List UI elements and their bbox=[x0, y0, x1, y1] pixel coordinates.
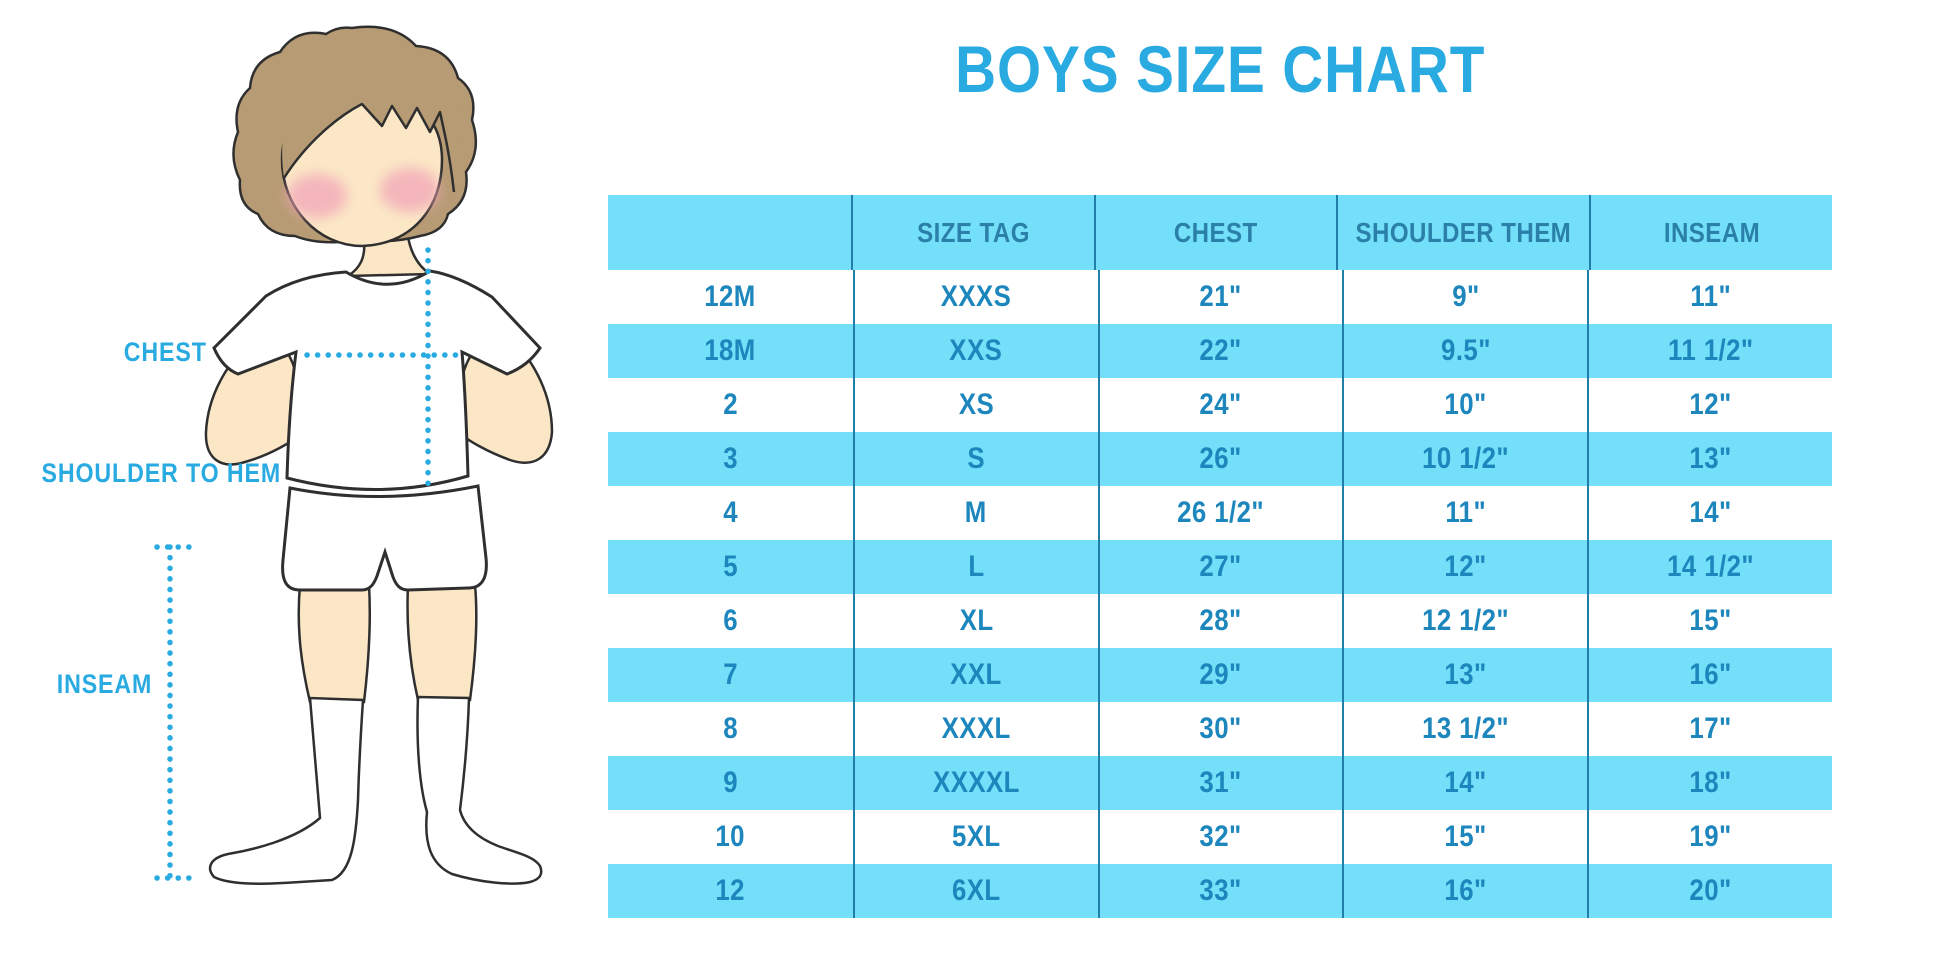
cell-chest: 22" bbox=[1097, 324, 1343, 378]
cell-inseam: 14" bbox=[1587, 486, 1832, 540]
cell-size-tag: XXXS bbox=[852, 270, 1098, 324]
cell-chest: 31" bbox=[1097, 756, 1343, 810]
cell-chest: 26" bbox=[1097, 432, 1343, 486]
table-row: 12M XXXS 21" 9" 11" bbox=[608, 270, 1832, 324]
cell-chest: 29" bbox=[1097, 648, 1343, 702]
inseam-measure-line bbox=[154, 544, 194, 881]
cell-inseam: 16" bbox=[1587, 648, 1832, 702]
cell-size-tag: M bbox=[852, 486, 1098, 540]
table-header-row: SIZE TAG CHEST SHOULDER THEM INSEAM bbox=[608, 195, 1832, 270]
cell-inseam: 11" bbox=[1587, 270, 1832, 324]
socks bbox=[208, 695, 543, 885]
shoulder-to-hem-label: SHOULDER TO HEM bbox=[41, 458, 282, 488]
cell-size: 5 bbox=[723, 550, 738, 583]
cell-size-tag: L bbox=[852, 540, 1098, 594]
cell-size: 12M bbox=[704, 280, 757, 313]
cell-shoulder-them: 12 1/2" bbox=[1342, 594, 1587, 648]
cell-size: 4 bbox=[723, 496, 738, 529]
table-row: 10 5XL 32" 15" 19" bbox=[608, 810, 1832, 864]
cell-inseam: 20" bbox=[1587, 864, 1832, 918]
cell-inseam: 17" bbox=[1587, 702, 1832, 756]
page-title: BOYS SIZE CHART bbox=[954, 32, 1486, 106]
cell-shoulder-them: 13" bbox=[1342, 648, 1587, 702]
cell-size-tag: XS bbox=[852, 378, 1098, 432]
cell-inseam: 11 1/2" bbox=[1587, 324, 1832, 378]
table-row: 6 XL 28" 12 1/2" 15" bbox=[608, 594, 1832, 648]
table-row: 12 6XL 33" 16" 20" bbox=[608, 864, 1832, 918]
legs bbox=[297, 583, 478, 704]
hair-fringe-outline bbox=[282, 102, 456, 193]
cell-size-tag: XXXL bbox=[852, 702, 1098, 756]
cell-size-tag: S bbox=[852, 432, 1098, 486]
cell-size: 2 bbox=[723, 388, 738, 421]
table-row: 8 XXXL 30" 13 1/2" 17" bbox=[608, 702, 1832, 756]
t-shirt bbox=[212, 269, 542, 491]
table-row: 4 M 26 1/2" 11" 14" bbox=[608, 486, 1832, 540]
header-cell-size bbox=[608, 195, 851, 270]
cell-size-tag: 5XL bbox=[852, 810, 1098, 864]
table-row: 18M XXS 22" 9.5" 11 1/2" bbox=[608, 324, 1832, 378]
cheeks bbox=[287, 168, 440, 218]
cell-size-tag: XXL bbox=[852, 648, 1098, 702]
cell-size: 3 bbox=[723, 442, 738, 475]
hair-fringe bbox=[282, 74, 462, 192]
cell-inseam: 12" bbox=[1587, 378, 1832, 432]
cell-shoulder-them: 15" bbox=[1342, 810, 1587, 864]
cell-inseam: 18" bbox=[1587, 756, 1832, 810]
cell-shoulder-them: 16" bbox=[1342, 864, 1587, 918]
cell-shoulder-them: 14" bbox=[1342, 756, 1587, 810]
cell-shoulder-them: 9.5" bbox=[1342, 324, 1587, 378]
cell-chest: 32" bbox=[1097, 810, 1343, 864]
cell-chest: 28" bbox=[1097, 594, 1343, 648]
cell-shoulder-them: 12" bbox=[1342, 540, 1587, 594]
cell-size-tag: XL bbox=[852, 594, 1098, 648]
size-table: SIZE TAG CHEST SHOULDER THEM INSEAM 12M … bbox=[608, 195, 1832, 918]
table-body: 12M XXXS 21" 9" 11" 18M XXS 22" 9.5" 11 … bbox=[608, 270, 1832, 918]
cell-shoulder-them: 10" bbox=[1342, 378, 1587, 432]
cell-size-tag: XXXXL bbox=[852, 756, 1098, 810]
cell-size: 12 bbox=[715, 874, 746, 907]
cell-size-tag: XXS bbox=[852, 324, 1098, 378]
header-cell-chest: CHEST bbox=[1093, 195, 1337, 270]
cell-shoulder-them: 9" bbox=[1342, 270, 1587, 324]
header-cell-inseam: INSEAM bbox=[1589, 195, 1832, 270]
cell-size: 10 bbox=[715, 820, 746, 853]
cell-shoulder-them: 13 1/2" bbox=[1342, 702, 1587, 756]
cell-inseam: 15" bbox=[1587, 594, 1832, 648]
cell-size: 18M bbox=[704, 334, 757, 367]
table-row: 3 S 26" 10 1/2" 13" bbox=[608, 432, 1832, 486]
cell-inseam: 13" bbox=[1587, 432, 1832, 486]
table-row: 9 XXXXL 31" 14" 18" bbox=[608, 756, 1832, 810]
cell-size: 6 bbox=[723, 604, 738, 637]
boy-figure-illustration bbox=[154, 25, 554, 885]
chest-label: CHEST bbox=[123, 337, 207, 367]
cell-size-tag: 6XL bbox=[852, 864, 1098, 918]
cell-chest: 21" bbox=[1097, 270, 1343, 324]
table-row: 7 XXL 29" 13" 16" bbox=[608, 648, 1832, 702]
cell-shoulder-them: 10 1/2" bbox=[1342, 432, 1587, 486]
inseam-label: INSEAM bbox=[57, 669, 153, 699]
cell-chest: 26 1/2" bbox=[1097, 486, 1343, 540]
header-cell-size-tag: SIZE TAG bbox=[850, 195, 1094, 270]
cell-shoulder-them: 11" bbox=[1342, 486, 1587, 540]
cell-inseam: 19" bbox=[1587, 810, 1832, 864]
cell-size: 8 bbox=[723, 712, 738, 745]
table-row: 5 L 27" 12" 14 1/2" bbox=[608, 540, 1832, 594]
cell-size: 9 bbox=[723, 766, 738, 799]
table-row: 2 XS 24" 10" 12" bbox=[608, 378, 1832, 432]
header-cell-shoulder-them: SHOULDER THEM bbox=[1336, 195, 1589, 270]
cell-chest: 33" bbox=[1097, 864, 1343, 918]
cell-chest: 30" bbox=[1097, 702, 1343, 756]
shorts bbox=[281, 484, 488, 592]
cell-inseam: 14 1/2" bbox=[1587, 540, 1832, 594]
cell-size: 7 bbox=[723, 658, 738, 691]
cell-chest: 27" bbox=[1097, 540, 1343, 594]
cell-chest: 24" bbox=[1097, 378, 1343, 432]
